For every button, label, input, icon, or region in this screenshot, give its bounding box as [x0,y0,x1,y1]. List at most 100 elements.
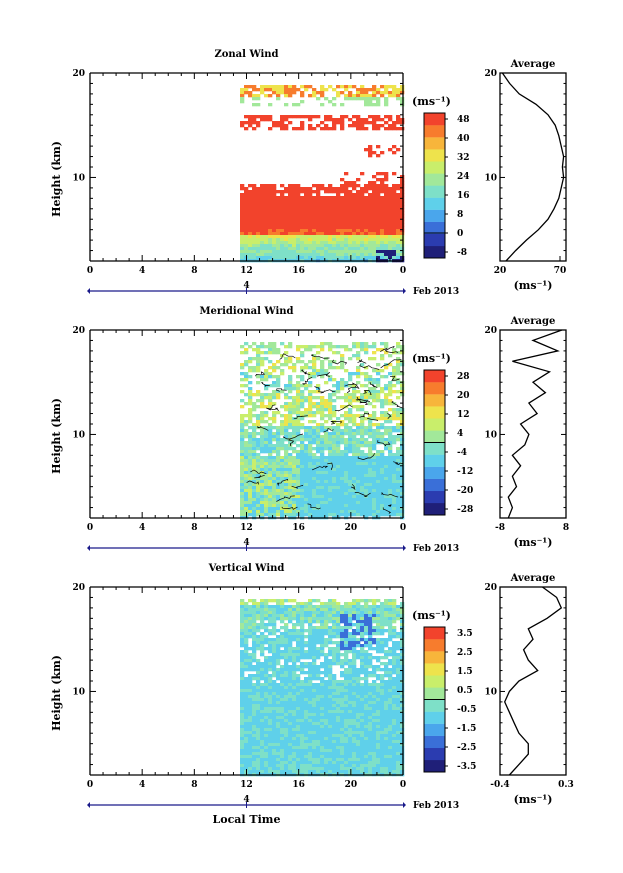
heatmap-cell [292,719,297,723]
heatmap-cell [348,244,353,248]
heatmap-cell [304,483,309,487]
heatmap-cell [276,662,281,666]
heatmap-cell [252,629,257,633]
heatmap-cell [264,641,269,645]
heatmap-cell [312,241,317,245]
heatmap-cell [252,103,257,107]
heatmap-cell [300,402,305,406]
heatmap-cell [256,683,261,687]
heatmap-cell [368,208,373,212]
heatmap-cell [368,226,373,230]
heatmap-cell [380,453,385,457]
colorbar-segment [424,209,445,222]
heatmap-cell [240,507,245,511]
heatmap-cell [292,656,297,660]
heatmap-cell [332,689,337,693]
contour-line [356,396,370,402]
heatmap-cell [376,178,381,182]
heatmap-cell [332,393,337,397]
heatmap-cell [360,220,365,224]
x-tick-label: 20 [345,523,358,533]
heatmap-cell [256,752,261,756]
heatmap-cell [264,746,269,750]
heatmap-cell [244,342,249,346]
heatmap-cell [276,683,281,687]
heatmap-cell [364,477,369,481]
heatmap-cell [396,115,401,119]
heatmap-cell [356,220,361,224]
heatmap-cell [248,220,253,224]
heatmap-cell [256,232,261,236]
heatmap-cell [252,689,257,693]
heatmap-cell [400,441,405,445]
heatmap-cell [376,226,381,230]
heatmap-cell [308,605,313,609]
heatmap-cell [260,767,265,771]
heatmap-cell [332,620,337,624]
heatmap-cell [340,465,345,469]
heatmap-cell [312,372,317,376]
heatmap-cell [368,202,373,206]
heatmap-cell [280,725,285,729]
heatmap-cell [292,127,297,131]
heatmap-cell [356,253,361,257]
heatmap-cell [388,498,393,502]
heatmap-cell [256,417,261,421]
heatmap-cell [284,459,289,463]
heatmap-cell [324,665,329,669]
heatmap-cell [296,707,301,711]
heatmap-cell [296,456,301,460]
heatmap-cell [248,758,253,762]
heatmap-cell [316,450,321,454]
contour-line [300,369,311,376]
heatmap-cell [256,668,261,672]
heatmap-cell [372,118,377,122]
heatmap-cell [280,749,285,753]
heatmap-cell [260,740,265,744]
heatmap-cell [308,740,313,744]
heatmap-cell [252,462,257,466]
heatmap-cell [272,632,277,636]
heatmap-cell [280,638,285,642]
heatmap-cell [332,244,337,248]
heatmap-cell [260,345,265,349]
heatmap-cell [296,226,301,230]
heatmap-cell [388,399,393,403]
heatmap-cell [268,253,273,257]
heatmap-cell [288,229,293,233]
heatmap-cell [384,429,389,433]
heatmap-cell [348,450,353,454]
heatmap-cell [268,193,273,197]
heatmap-cell [332,746,337,750]
heatmap-cell [376,504,381,508]
heatmap-cell [344,471,349,475]
heatmap-cell [312,486,317,490]
heatmap-cell [308,486,313,490]
heatmap-cell [312,638,317,642]
heatmap-cell [348,247,353,251]
heatmap-cell [264,256,269,260]
heatmap-cell [348,196,353,200]
heatmap-cell [288,749,293,753]
heatmap-cell [260,668,265,672]
heatmap-cell [364,396,369,400]
heatmap-cell [316,701,321,705]
heatmap-cell [252,256,257,260]
heatmap-cell [400,465,405,469]
heatmap-cell [260,719,265,723]
heatmap-cell [276,441,281,445]
heatmap-cell [312,710,317,714]
heatmap-cell [256,423,261,427]
heatmap-cell [300,396,305,400]
heatmap-cell [320,360,325,364]
heatmap-cell [320,375,325,379]
heatmap-cell [380,483,385,487]
heatmap-cell [312,420,317,424]
heatmap-cell [320,187,325,191]
heatmap-cell [276,510,281,514]
heatmap-cell [248,480,253,484]
heatmap-cell [244,127,249,131]
heatmap-cell [248,381,253,385]
heatmap-cell [308,384,313,388]
heatmap-cell [380,468,385,472]
